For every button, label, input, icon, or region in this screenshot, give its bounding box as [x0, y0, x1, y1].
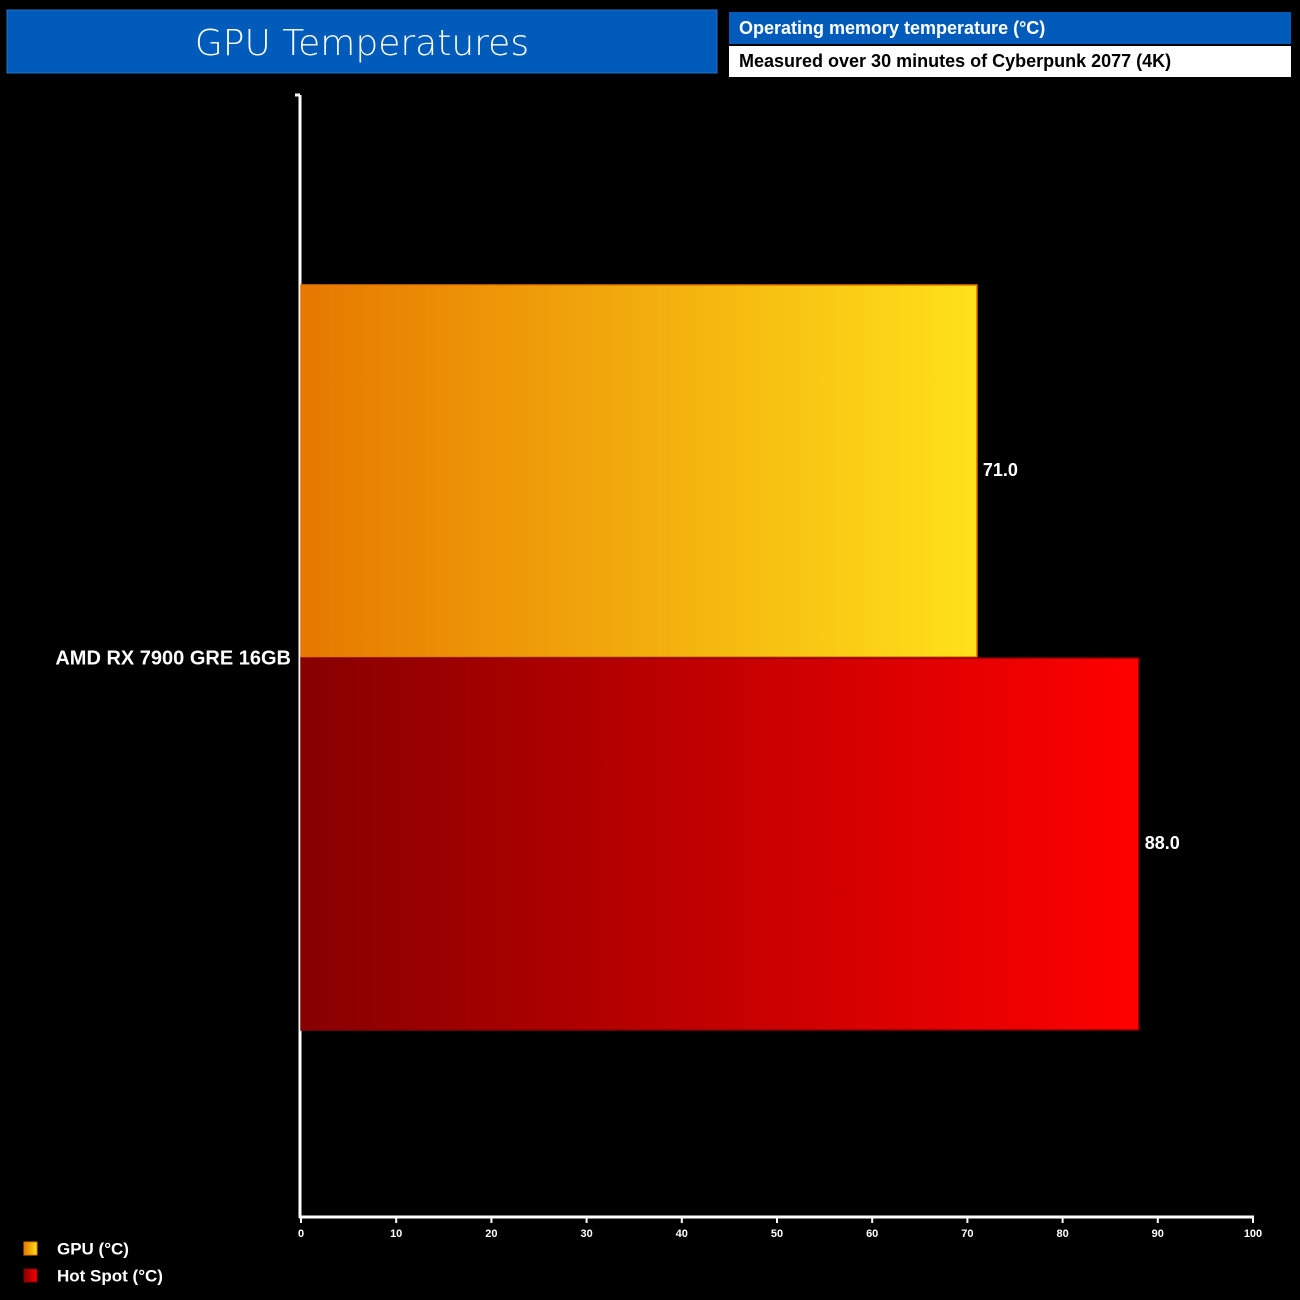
legend-swatch: [23, 1241, 38, 1256]
chart-title: GPU Temperatures: [195, 23, 529, 64]
chart-subtitle: Operating memory temperature (°C): [739, 18, 1045, 38]
legend-label: GPU (°C): [57, 1239, 129, 1258]
value-label: 88.0: [1145, 833, 1180, 853]
title-box: [6, 9, 718, 74]
x-tick-label: 30: [580, 1228, 592, 1240]
chart-note: Measured over 30 minutes of Cyberpunk 20…: [739, 51, 1171, 71]
x-tick-label: 80: [1056, 1228, 1068, 1240]
bar: [300, 657, 1140, 1031]
bar: [300, 284, 978, 658]
note-box: [729, 46, 1291, 77]
x-tick-label: 60: [866, 1228, 878, 1240]
x-tick-label: 0: [298, 1228, 304, 1240]
legend-swatch: [23, 1268, 38, 1283]
subtitle-box: [729, 12, 1291, 44]
x-tick-label: 20: [485, 1228, 497, 1240]
x-tick-label: 50: [771, 1228, 783, 1240]
y-tick-label: AMD RX 7900 GRE 16GB: [55, 647, 291, 669]
x-tick-label: 70: [961, 1228, 973, 1240]
value-label: 71.0: [983, 460, 1018, 480]
x-tick-label: 10: [390, 1228, 402, 1240]
legend-label: Hot Spot (°C): [57, 1266, 163, 1285]
x-tick-label: 40: [676, 1228, 688, 1240]
x-tick-label: 90: [1152, 1228, 1164, 1240]
x-tick-label: 100: [1244, 1228, 1262, 1240]
